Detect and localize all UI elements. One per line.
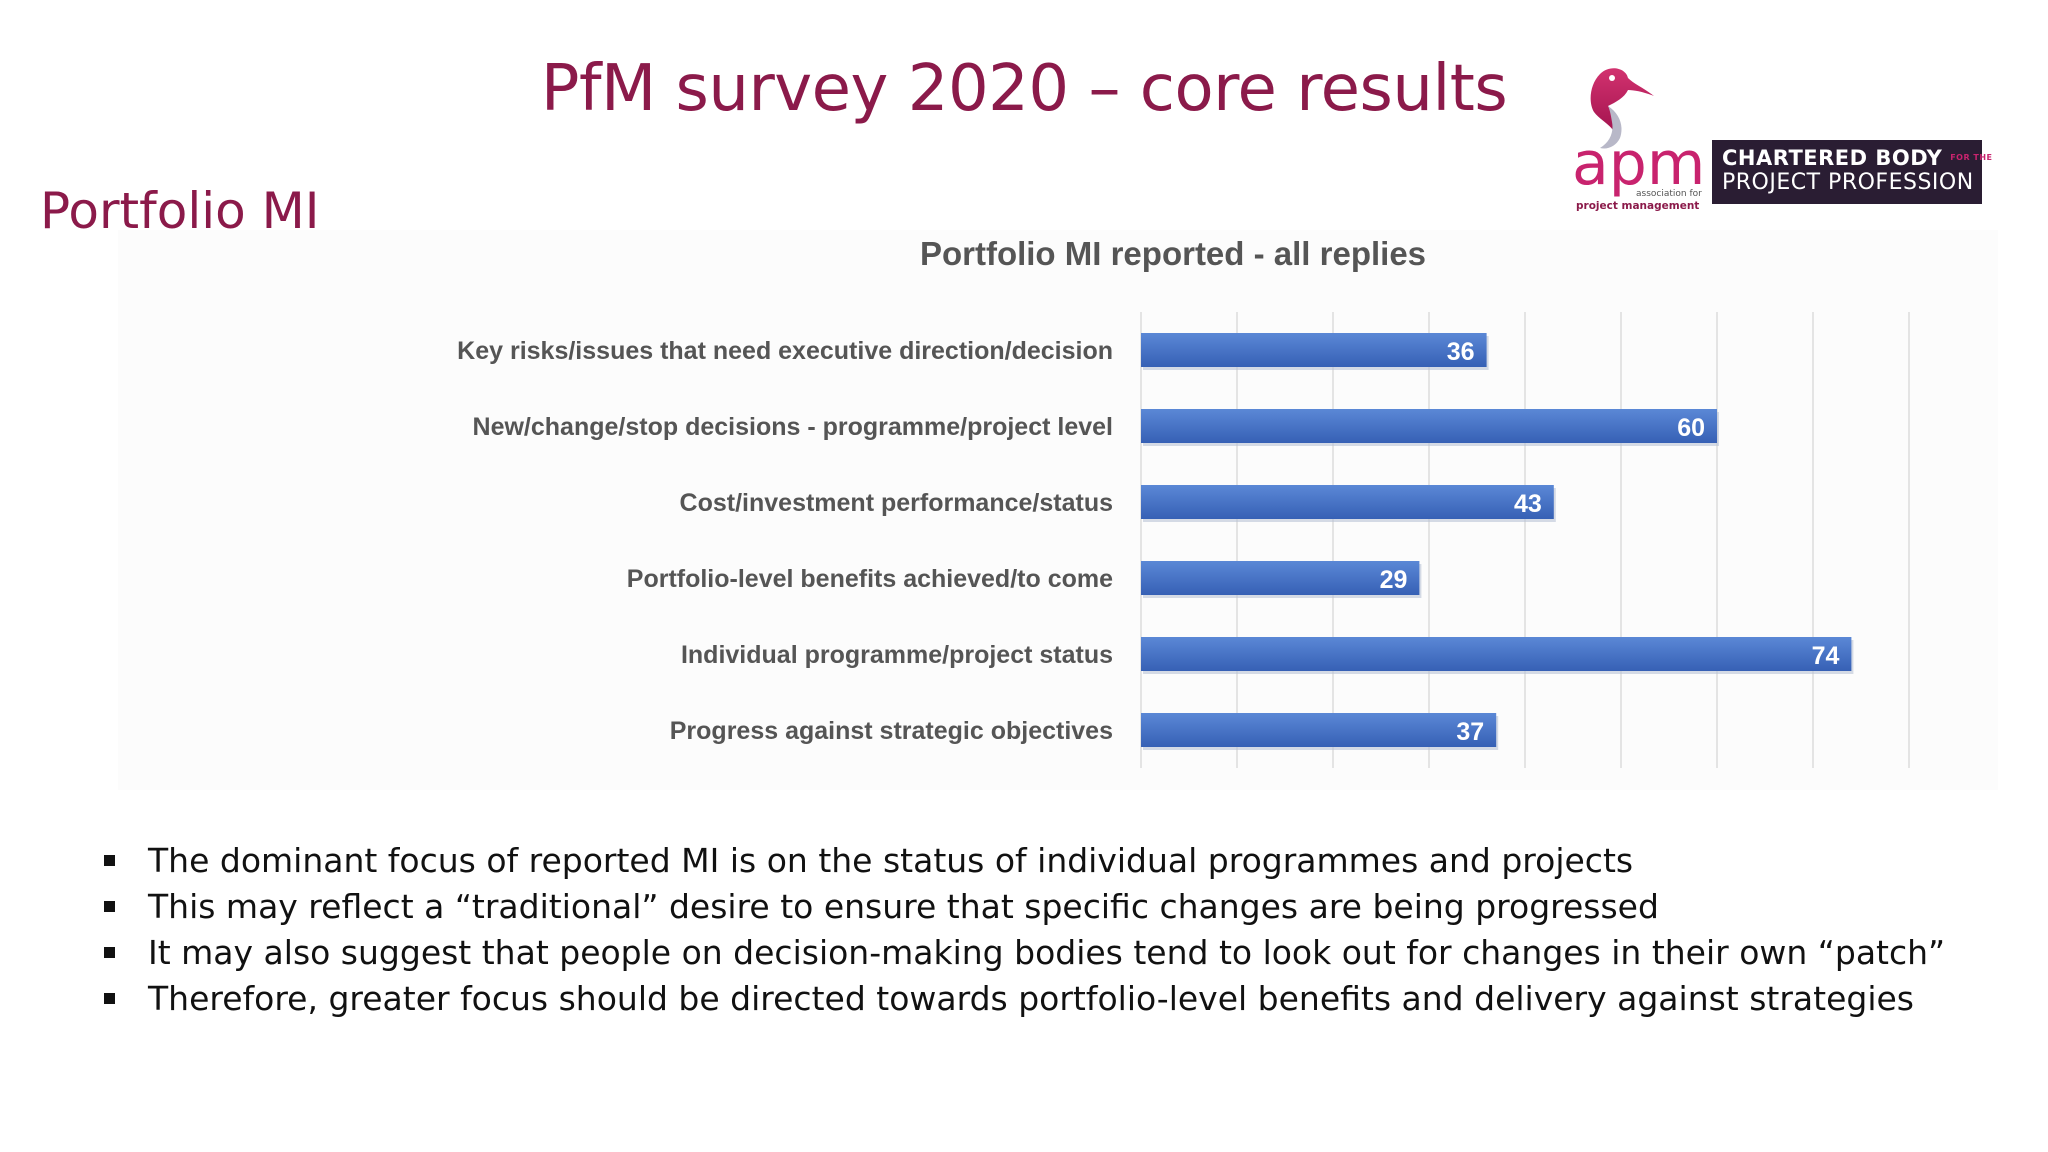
bullet-square-icon (104, 993, 115, 1004)
apm-wordmark: apm (1572, 129, 1702, 199)
category-label: Cost/investment performance/status (680, 489, 1113, 517)
chart-title: Portfolio MI reported - all replies (920, 235, 1426, 272)
data-label: 74 (1812, 642, 1840, 670)
apm-subtext-1: association for (1636, 189, 1702, 199)
bar (1141, 485, 1554, 519)
bar (1141, 333, 1487, 367)
category-label: Key risks/issues that need executive dir… (457, 337, 1113, 365)
data-label: 43 (1514, 490, 1542, 518)
chartered-line-2: PROJECT PROFESSION (1722, 170, 1974, 195)
bar (1141, 409, 1717, 443)
slide-title: PfM survey 2020 – core results (540, 52, 1508, 126)
bullet-text: Therefore, greater focus should be direc… (148, 979, 1914, 1018)
chartered-small: FOR THE (1950, 153, 1993, 162)
bullet-text: This may reflect a “traditional” desire … (148, 887, 1659, 926)
bullet-text: The dominant focus of reported MI is on … (148, 841, 1634, 880)
data-label: 37 (1456, 718, 1484, 746)
data-label: 60 (1677, 414, 1705, 442)
bullet-square-icon (104, 901, 115, 912)
bullet-item: Therefore, greater focus should be direc… (100, 976, 1945, 1022)
bullet-item: The dominant focus of reported MI is on … (100, 838, 1945, 884)
category-label: Portfolio-level benefits achieved/to com… (627, 565, 1113, 593)
bar (1141, 713, 1497, 747)
bullet-square-icon (104, 855, 115, 866)
data-label: 29 (1380, 566, 1408, 594)
chart-container: Portfolio MI reported - all replies Key r… (118, 230, 1998, 790)
bullet-item: This may reflect a “traditional” desire … (100, 884, 1945, 930)
category-label: Progress against strategic objectives (670, 717, 1113, 745)
bullet-item: It may also suggest that people on decis… (100, 930, 1945, 976)
bar (1141, 561, 1420, 595)
bar (1141, 637, 1852, 671)
chartered-line-1: CHARTERED BODY (1722, 146, 1943, 170)
apm-subtext-2: project management (1576, 200, 1699, 212)
category-label: New/change/stop decisions - programme/pr… (473, 413, 1113, 441)
category-label: Individual programme/project status (681, 641, 1113, 669)
chartered-body-badge: CHARTERED BODY FOR THE PROJECT PROFESSIO… (1712, 140, 1992, 204)
bullet-text: It may also suggest that people on decis… (148, 933, 1946, 972)
data-label: 36 (1447, 338, 1475, 366)
bar-chart: Portfolio MI reported - all replies Key r… (457, 235, 1910, 768)
apm-logo: apm association for project management C… (1562, 58, 2048, 218)
bullet-list: The dominant focus of reported MI is on … (100, 838, 1945, 1022)
apm-bird-logo: apm association for project management (1572, 68, 1702, 212)
bullet-square-icon (104, 947, 115, 958)
